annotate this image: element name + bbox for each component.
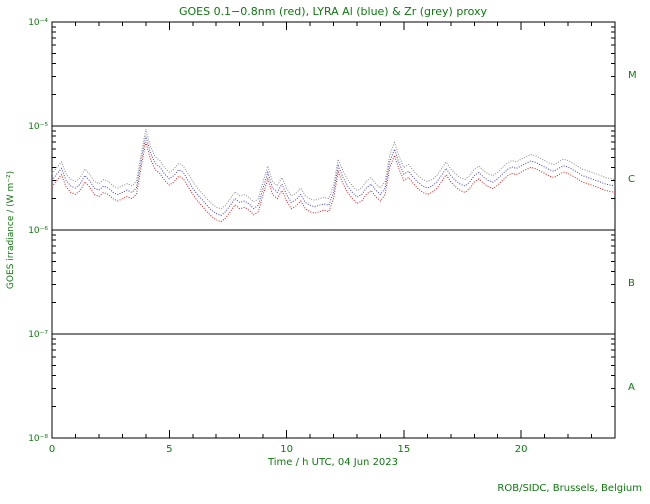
flare-class-label: A [628,382,635,393]
plot-area: 0 5 10 15 20 10⁻⁴ 10⁻⁵ 10⁻⁶ 10⁻⁷ 10⁻⁸ M C B A [28,18,636,455]
flare-class-label: C [628,174,635,185]
x-tick-label: 10 [280,444,293,455]
series-blue [51,135,616,217]
series-grey [51,129,616,210]
x-axis-label: Time / h UTC, 04 Jun 2023 [267,457,398,468]
x-tick-label: 15 [398,444,411,455]
y-tick-label: 10⁻⁸ [28,434,48,444]
y-tick-label: 10⁻⁷ [28,330,48,340]
flare-class-label: M [628,70,637,81]
y-tick-label: 10⁻⁴ [28,18,48,28]
series-red [51,141,616,223]
x-tick-label: 20 [515,444,528,455]
chart-title: GOES 0.1−0.8nm (red), LYRA Al (blue) & Z… [179,5,488,18]
x-tick-label: 5 [166,444,172,455]
credit-text: ROB/SIDC, Brussels, Belgium [497,483,642,494]
y-tick-label: 10⁻⁶ [28,226,48,236]
y-tick-label: 10⁻⁵ [28,122,48,132]
y-axis-label: GOES irradiance / (W m⁻²) [6,171,16,289]
flare-class-label: B [628,278,635,289]
x-tick-label: 0 [49,444,55,455]
